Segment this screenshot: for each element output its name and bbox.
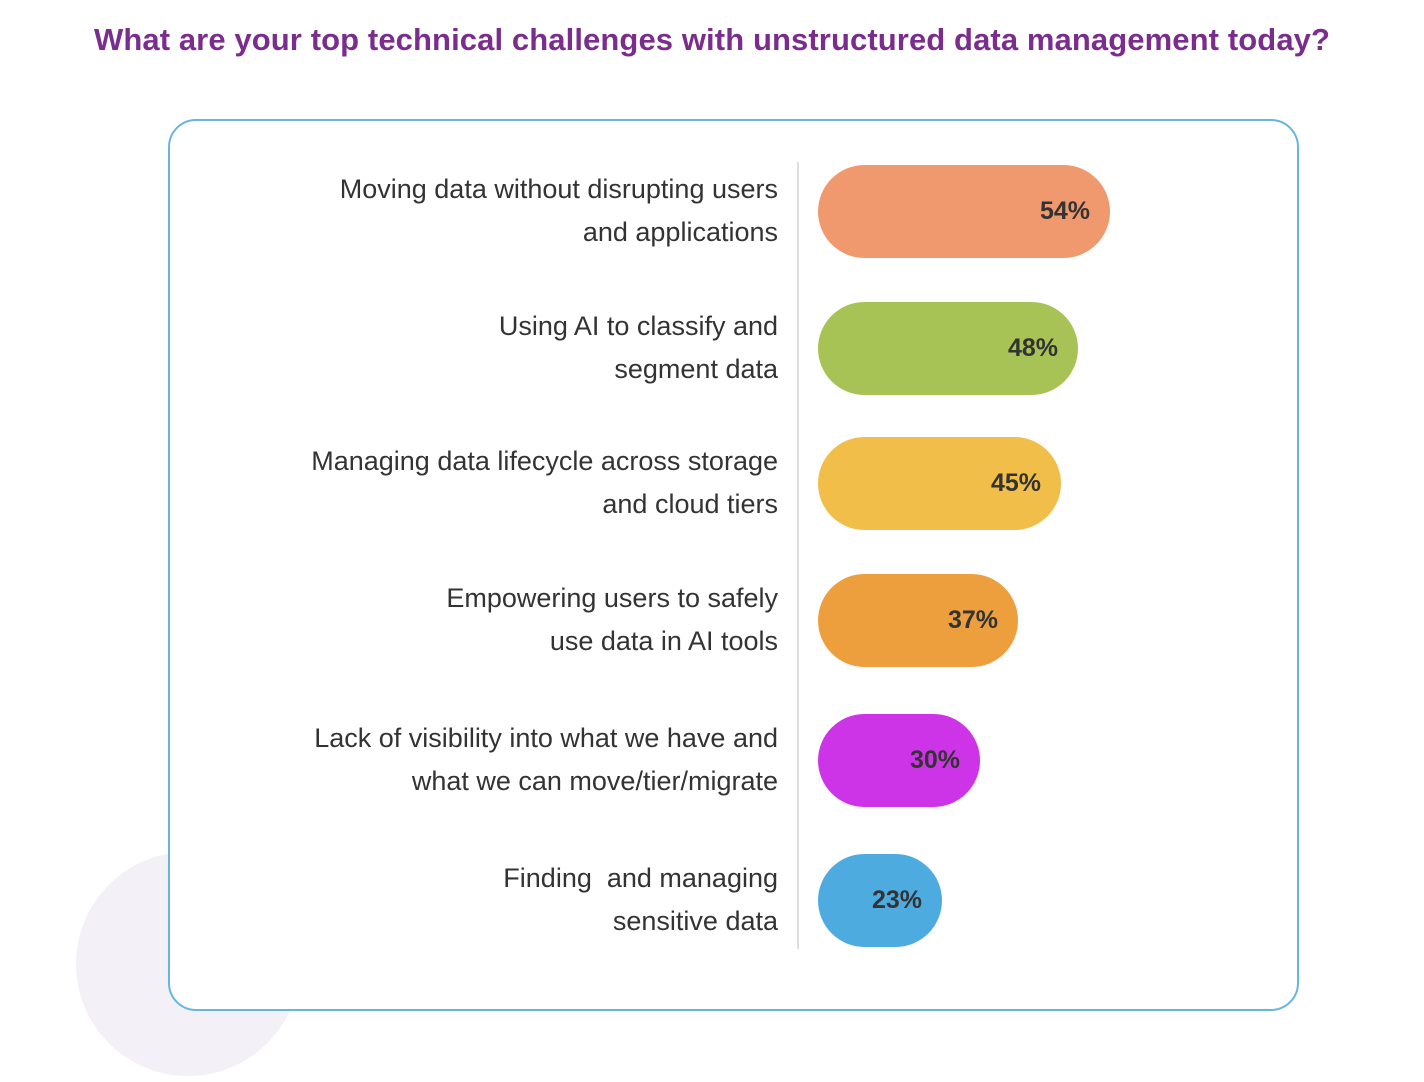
category-label: Empowering users to safely use data in AI… [180,577,778,663]
category-label: Finding and managing sensitive data [180,857,778,943]
bar-value-label: 23% [871,885,922,914]
category-label-line: Moving data without disrupting users [339,174,778,204]
category-label: Moving data without disrupting users and … [180,168,778,254]
category-label-line: Managing data lifecycle across storage [311,446,778,476]
category-label: Using AI to classify and segment data [180,305,778,391]
category-label-line: Finding and managing [503,863,778,893]
bar: 37% [818,573,1018,667]
chart-card [168,119,1299,1011]
category-label-line: segment data [614,354,778,384]
bar-value-label: 37% [947,605,998,634]
category-label-line: what we can move/tier/migrate [411,766,778,796]
chart-title: What are your top technical challenges w… [93,22,1331,57]
category-label: Managing data lifecycle across storage an… [180,440,778,526]
category-label-line: use data in AI tools [549,626,778,656]
category-label-line: Using AI to classify and [498,311,778,341]
category-label-line: Empowering users to safely [446,583,778,613]
bar: 48% [818,301,1078,395]
bar-value-label: 45% [990,468,1041,497]
bar: 45% [818,436,1061,530]
category-label-line: and applications [582,217,778,247]
bar-value-label: 54% [1039,196,1090,225]
category-label-line: Lack of visibility into what we have and [314,723,778,753]
category-label: Lack of visibility into what we have and… [180,717,778,803]
category-label-line: and cloud tiers [602,489,778,519]
bar-value-label: 30% [909,745,960,774]
bar: 30% [818,713,980,807]
bar: 23% [818,853,942,947]
bar: 54% [818,164,1110,258]
category-label-line: sensitive data [612,906,778,936]
category-axis-line [797,162,799,949]
bar-value-label: 48% [1007,333,1058,362]
